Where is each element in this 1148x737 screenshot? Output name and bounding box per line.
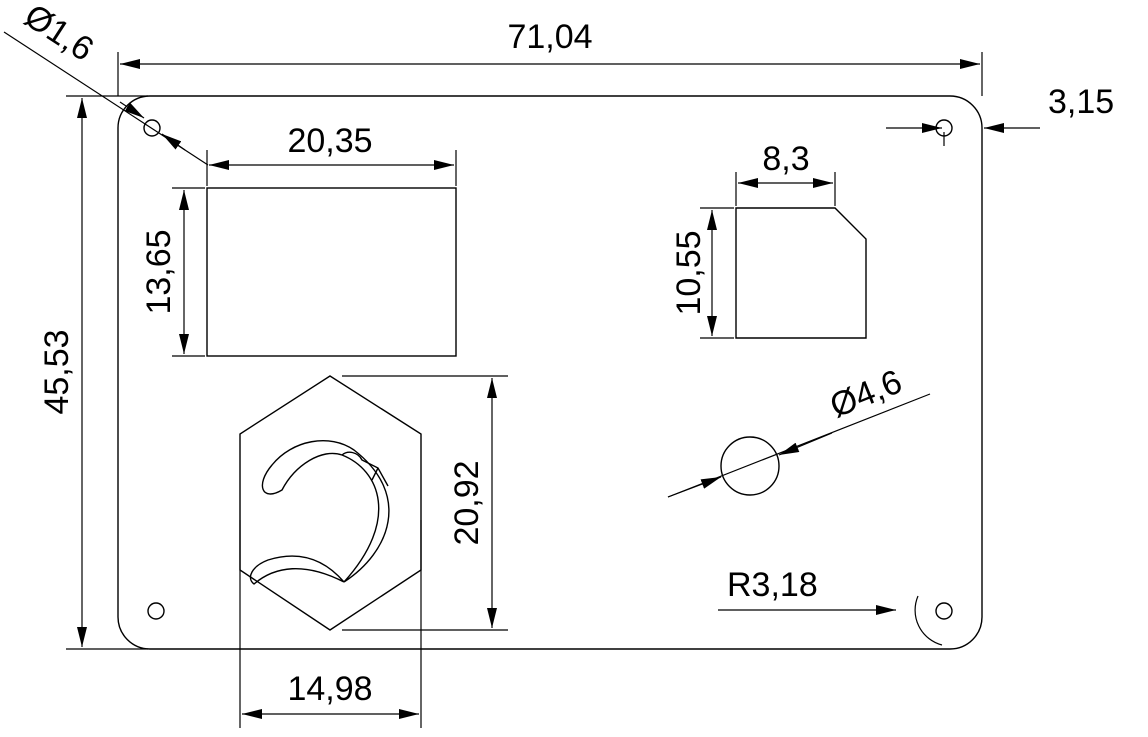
round-hole xyxy=(720,436,780,496)
mounting-hole-top-left xyxy=(143,119,161,137)
dim-corner-radius-label: R3,18 xyxy=(727,566,818,604)
dim-overall-width-label: 71,04 xyxy=(507,18,592,56)
dim-rect-height: 13,65 xyxy=(140,187,205,357)
dim-hole-offset-label: 3,15 xyxy=(1048,83,1114,121)
dim-hole-small-label: Ø1,6 xyxy=(18,0,101,69)
dim-hole-small: Ø1,6 xyxy=(3,0,209,166)
dim-logo-width: 14,98 xyxy=(239,520,422,728)
logo-hexagon xyxy=(239,375,422,631)
dim-small-cutout-width: 8,3 xyxy=(735,140,836,206)
dim-rect-height-label: 13,65 xyxy=(140,229,178,314)
dim-corner-radius: R3,18 xyxy=(718,566,943,646)
dim-overall-height-label: 45,53 xyxy=(38,329,76,414)
mounting-hole-bottom-right xyxy=(935,602,953,620)
dim-small-cutout-height-label: 10,55 xyxy=(670,230,708,315)
dim-hole-offset: 3,15 xyxy=(886,83,1114,133)
dim-rect-width-label: 20,35 xyxy=(287,122,372,160)
dim-round-hole-label: Ø4,6 xyxy=(825,363,908,426)
dim-rect-width: 20,35 xyxy=(206,122,457,186)
dim-small-cutout-height: 10,55 xyxy=(670,207,734,339)
chamfered-cutout xyxy=(735,207,867,339)
mounting-hole-bottom-left xyxy=(147,602,165,620)
dim-logo-height-label: 20,92 xyxy=(448,460,486,545)
dim-logo-width-label: 14,98 xyxy=(287,670,372,708)
plate-outline xyxy=(117,95,983,650)
snake-logo-icon xyxy=(249,439,390,585)
rect-cutout xyxy=(206,187,457,357)
dim-overall-height: 45,53 xyxy=(38,95,148,650)
dim-overall-width: 71,04 xyxy=(117,18,983,96)
dim-round-hole: Ø4,6 xyxy=(667,363,931,498)
dim-logo-height: 20,92 xyxy=(342,375,508,631)
dim-small-cutout-width-label: 8,3 xyxy=(762,140,809,178)
